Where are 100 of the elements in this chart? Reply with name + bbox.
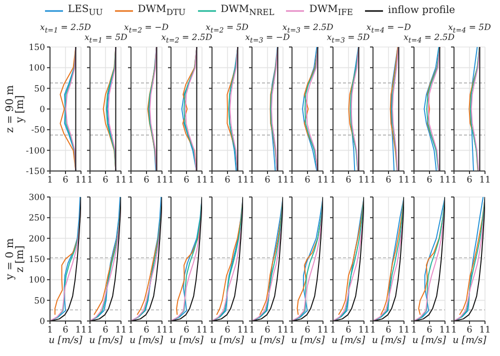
x-tick-label: 1	[168, 325, 174, 336]
x-tick-label: 1	[370, 175, 376, 186]
y-axis-title: z [m]	[14, 244, 26, 274]
x-tick-label: 1	[451, 325, 457, 336]
x-tick-label: 11	[398, 175, 410, 186]
chart-title: x$_{t=2}$ = 5D	[206, 23, 248, 35]
x-tick-label: 6	[184, 325, 190, 336]
x-tick-label: 11	[438, 325, 450, 336]
x-tick-label: 11	[479, 175, 491, 186]
chart-title: x$_{t=4}$ = 2.5D	[402, 33, 456, 46]
chart-title: x$_{t=1}$ = 5D	[83, 33, 128, 46]
y-tick-label: 50	[34, 84, 45, 94]
chart-title: x$_{t=3}$ = −D	[244, 33, 291, 46]
x-tick-label: 6	[426, 325, 432, 336]
x-tick-label: 6	[103, 325, 110, 336]
x-tick-label: 1	[208, 175, 214, 186]
chart-title: x$_{t=1}$ = 2.5D	[39, 23, 92, 36]
x-tick-label: 11	[116, 325, 128, 336]
x-tick-label: 11	[156, 175, 168, 186]
x-tick-label: 11	[156, 325, 168, 336]
x-tick-label: 6	[224, 175, 230, 186]
x-tick-label: 11	[196, 325, 208, 336]
x-axis-title: u [m/s]	[48, 335, 84, 347]
x-tick-label: 1	[249, 325, 255, 336]
x-tick-label: 1	[47, 325, 53, 336]
x-tick-label: 6	[224, 325, 230, 336]
x-tick-label: 1	[249, 175, 255, 186]
legend-label: inflow profile	[388, 5, 456, 16]
text: z = 90 m	[4, 84, 16, 135]
legend-label: DWM$_{DTU}$	[138, 4, 186, 17]
x-tick-label: 6	[386, 325, 392, 336]
x-axis-title: u [m/s]	[209, 335, 245, 347]
x-tick-label: 11	[358, 325, 370, 336]
x-tick-label: 6	[184, 175, 190, 186]
x-tick-label: 6	[305, 325, 312, 336]
x-tick-label: 6	[62, 175, 69, 186]
x-tick-label: 1	[330, 325, 336, 336]
x-tick-label: 1	[88, 175, 94, 186]
x-tick-label: 1	[47, 175, 53, 186]
x-tick-label: 6	[386, 175, 392, 186]
x-tick-label: 11	[236, 175, 248, 186]
x-tick-label: 1	[370, 325, 376, 336]
x-tick-label: 1	[451, 175, 457, 186]
x-tick-label: 6	[264, 175, 271, 186]
x-tick-label: 11	[318, 325, 330, 336]
x-tick-label: 11	[358, 175, 370, 186]
chart-title: x$_{t=3}$ = 5D	[326, 33, 371, 46]
x-tick-label: 1	[290, 175, 296, 186]
x-tick-label: 6	[103, 175, 110, 186]
x-tick-label: 11	[116, 175, 128, 186]
x-tick-label: 11	[479, 325, 491, 336]
x-axis-title: u [m/s]	[128, 335, 164, 347]
y-tick-label: 200	[28, 234, 45, 244]
chart-title: x$_{t=2}$ = −D	[124, 23, 169, 35]
y-tick-label: 250	[28, 214, 45, 224]
x-axis-title: u [m/s]	[411, 335, 447, 347]
x-tick-label: 11	[196, 175, 208, 186]
y-tick-label: 0	[40, 317, 45, 328]
x-tick-label: 11	[398, 325, 410, 336]
x-axis-title: u [m/s]	[88, 335, 124, 347]
x-tick-label: 6	[345, 175, 352, 186]
y-tick-label: 0	[40, 105, 45, 116]
x-tick-label: 6	[466, 325, 473, 336]
x-tick-label: 1	[88, 325, 94, 336]
x-tick-label: 6	[143, 325, 150, 336]
x-tick-label: 6	[305, 175, 312, 186]
x-tick-label: 1	[410, 325, 416, 336]
x-tick-label: 11	[318, 175, 330, 186]
x-tick-label: 6	[62, 325, 69, 336]
x-tick-label: 6	[143, 175, 150, 186]
y-tick-label: 50	[34, 296, 45, 306]
x-tick-label: 6	[264, 325, 271, 336]
x-tick-label: 6	[426, 175, 432, 186]
x-tick-label: 11	[75, 325, 87, 336]
x-tick-label: 1	[330, 175, 336, 186]
x-axis-title: u [m/s]	[330, 335, 366, 347]
y-tick-label: 300	[28, 193, 45, 204]
x-tick-label: 11	[277, 175, 289, 186]
x-tick-label: 1	[168, 175, 174, 186]
legend-label: LES$_{UU}$	[68, 4, 103, 17]
legend-label: DWM$_{NREL}$	[220, 4, 274, 17]
y-axis-title: y [m]	[14, 94, 26, 125]
x-tick-label: 1	[128, 175, 134, 186]
y-tick-label: 100	[28, 276, 45, 286]
x-tick-label: 11	[277, 325, 289, 336]
x-tick-label: 11	[236, 325, 248, 336]
chart-title: x$_{t=4}$ = 5D	[448, 23, 492, 35]
x-tick-label: 6	[345, 325, 352, 336]
x-tick-label: 1	[208, 325, 214, 336]
x-axis-title: u [m/s]	[452, 335, 488, 347]
y-tick-label: 150	[28, 43, 45, 54]
chart-title: x$_{t=4}$ = −D	[366, 23, 411, 35]
x-tick-label: 11	[438, 175, 450, 186]
legend-label: DWM$_{IFE}$	[309, 4, 353, 17]
chart-title: x$_{t=3}$ = 2.5D	[282, 23, 334, 35]
y-tick-label: -150	[26, 167, 45, 178]
x-axis-title: u [m/s]	[370, 335, 406, 347]
text: y = 0 m	[4, 237, 16, 282]
x-tick-label: 11	[75, 175, 87, 186]
x-tick-label: 1	[290, 325, 296, 336]
